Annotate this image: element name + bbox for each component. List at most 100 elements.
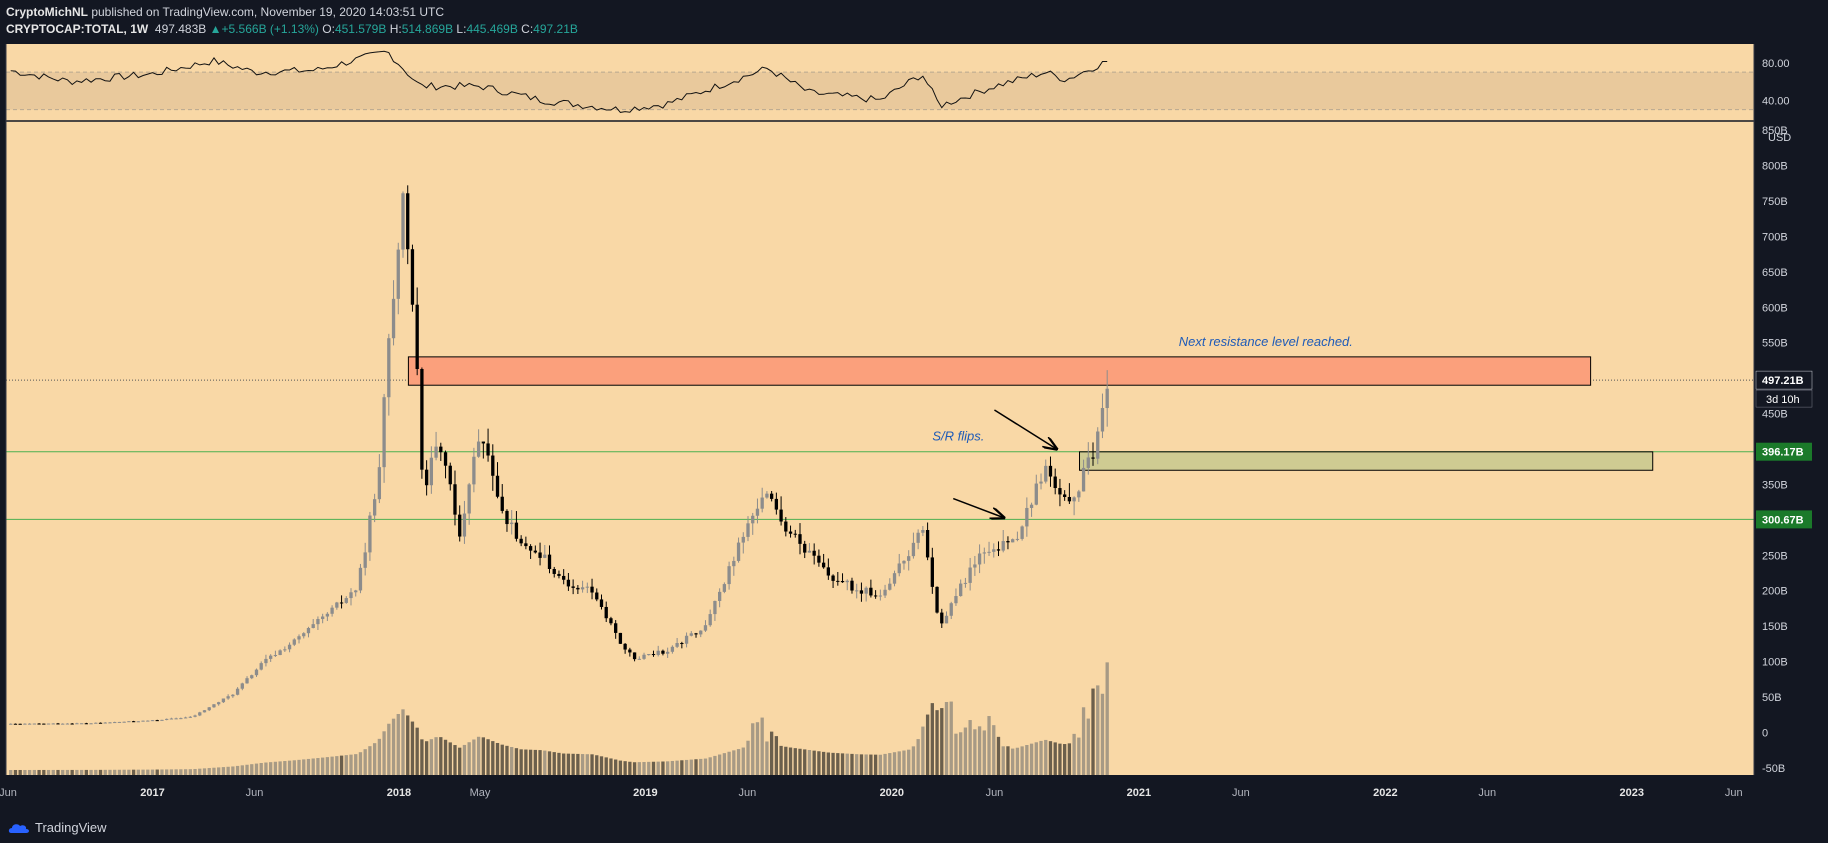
volume-bar (741, 747, 745, 775)
candle-down (1058, 488, 1062, 495)
candle-up (245, 678, 249, 684)
candle-up (949, 603, 953, 616)
candle-up (354, 590, 358, 593)
bar-countdown: 3d 10h (1766, 394, 1800, 406)
candle-down (566, 579, 571, 587)
time-tick-label: Jun (0, 787, 17, 799)
price-axis[interactable]: 80.00 40.00 850B 800B 750B 700B 650B 600B 550B 45… (5, 44, 1828, 775)
candle-up (736, 542, 741, 561)
volume-bar (37, 769, 41, 775)
symbol-label[interactable]: CRYPTOCAP:TOTAL, 1W (6, 22, 149, 36)
candle-up (1039, 481, 1043, 484)
candle-up (580, 587, 585, 590)
volume-bar (694, 759, 698, 775)
tradingview-logo[interactable]: TradingView (8, 820, 107, 835)
volume-bar (75, 769, 79, 775)
volume-bar (519, 749, 523, 775)
price-chart[interactable]: 80.00 40.00 Next resistance level reached… (0, 0, 1828, 812)
candle-up (717, 591, 722, 601)
time-axis[interactable]: Jun 2017 Jun 2018 May 2019 Jun 2020 Jun 2021 Jun 20… (0, 775, 1828, 812)
candle-down (869, 587, 873, 596)
rsi-pane: 80.00 40.00 (6, 50, 1790, 113)
candle-up (193, 715, 197, 717)
volume-bar (453, 745, 457, 775)
candle-up (921, 530, 925, 533)
volume-bar (1011, 748, 1015, 775)
volume-bar (448, 742, 452, 775)
volume-bar (661, 761, 665, 775)
volume-bar (826, 752, 831, 775)
volume-bar (902, 750, 906, 775)
candle-down (495, 475, 500, 497)
candle-up (992, 549, 996, 552)
volume-bar (103, 769, 107, 775)
candle-down (420, 368, 424, 470)
candle-up (883, 589, 887, 596)
volume-bar (807, 750, 812, 775)
price-tick-label: 700B (1762, 231, 1788, 243)
volume-bar (278, 761, 282, 775)
current-price-label: 497.21B (1762, 375, 1804, 387)
volume-bar (458, 747, 462, 775)
volume-bar (1015, 747, 1020, 775)
volume-bar (987, 716, 991, 775)
candle-up (136, 721, 140, 723)
support-zone (1079, 451, 1654, 471)
candle-up (1001, 541, 1005, 551)
symbol-ohlc-line: CRYPTOCAP:TOTAL, 1W 497.483B ▲+5.566B (+… (6, 22, 578, 36)
volume-bar (401, 709, 405, 775)
volume-bar (637, 762, 641, 775)
candle-up (888, 583, 892, 590)
candle-up (642, 654, 646, 659)
volume-bar (27, 769, 32, 775)
candle-up (429, 457, 434, 486)
volume-bar (420, 739, 424, 775)
volume-bar (708, 757, 712, 775)
volume-bar (538, 750, 542, 775)
volume-bar (821, 751, 826, 775)
candle-down (618, 632, 623, 644)
volume-bar (193, 768, 197, 775)
candle-down (98, 722, 103, 724)
candle-up (174, 718, 178, 720)
price-tick-label: 0 (1762, 727, 1768, 739)
candle-down (930, 557, 934, 587)
candle-up (476, 441, 481, 457)
candle-up (183, 717, 188, 719)
candle-up (666, 651, 670, 654)
time-tick-label: 2021 (1127, 787, 1151, 799)
volume-bar (684, 759, 689, 775)
volume-bar (585, 754, 589, 775)
candle-up (741, 536, 745, 543)
candle-down (1063, 494, 1067, 498)
candle-up (240, 683, 244, 689)
price-tick-label: 350B (1762, 479, 1788, 491)
volume-bar (1039, 740, 1043, 775)
volume-bar (297, 759, 301, 775)
volume-bar (784, 746, 788, 775)
time-tick-label: Jun (1478, 787, 1496, 799)
volume-bar (1048, 741, 1053, 775)
time-tick-label: Jun (738, 787, 756, 799)
volume-bar (1105, 662, 1109, 775)
candle-up (306, 627, 311, 634)
volume-bar (510, 747, 514, 775)
resistance-zone (407, 356, 1592, 386)
volume-bar (269, 762, 273, 775)
candle-down (415, 304, 419, 369)
volume-bar (717, 754, 722, 775)
author-name[interactable]: CryptoMichNL (6, 5, 88, 19)
candle-up (1072, 497, 1076, 502)
volume-bar (959, 732, 963, 775)
time-tick-label: 2020 (880, 787, 904, 799)
volume-bar (907, 749, 911, 775)
volume-bar (9, 769, 13, 775)
volume-bar (160, 769, 164, 775)
candle-up (732, 560, 736, 567)
candle-down (628, 649, 632, 653)
candle-up (231, 694, 235, 697)
candle-down (769, 493, 774, 499)
volume-bar (42, 769, 46, 775)
price-tick-label: 850B (1762, 125, 1788, 137)
time-axis-background (0, 775, 1828, 812)
